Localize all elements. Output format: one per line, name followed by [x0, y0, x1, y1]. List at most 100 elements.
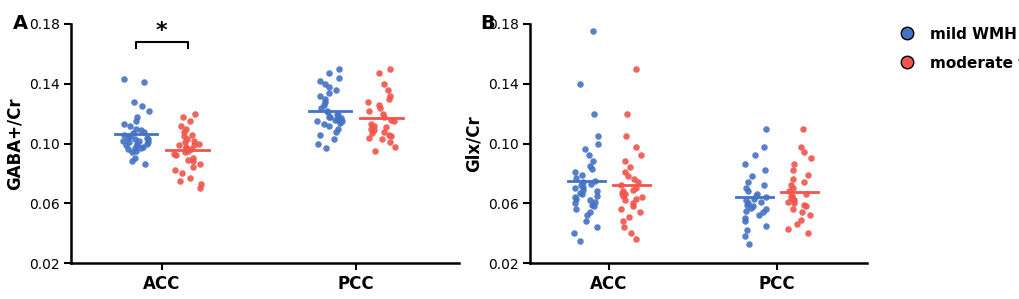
Point: [797, 204, 813, 209]
Point: [566, 186, 582, 191]
Point: [127, 156, 144, 161]
Point: [140, 137, 156, 141]
Point: [739, 228, 755, 233]
Point: [317, 99, 333, 104]
Point: [311, 78, 327, 83]
Point: [127, 126, 144, 131]
Point: [310, 141, 326, 146]
Text: *: *: [156, 21, 167, 41]
Point: [614, 193, 631, 198]
Point: [193, 181, 209, 186]
Point: [374, 137, 390, 141]
Point: [360, 99, 376, 104]
Point: [754, 210, 770, 215]
Point: [628, 66, 644, 71]
Point: [782, 195, 798, 200]
Point: [182, 176, 199, 180]
Point: [167, 168, 183, 173]
Point: [783, 193, 799, 198]
Point: [129, 141, 146, 146]
Point: [139, 135, 155, 140]
Text: B: B: [480, 14, 494, 33]
Point: [376, 81, 392, 86]
Point: [312, 105, 328, 110]
Point: [623, 231, 639, 236]
Point: [739, 201, 755, 206]
Point: [628, 237, 644, 242]
Point: [364, 131, 380, 135]
Point: [367, 149, 383, 153]
Point: [582, 210, 598, 215]
Point: [191, 141, 207, 146]
Point: [586, 179, 602, 183]
Point: [613, 189, 630, 194]
Point: [192, 186, 208, 191]
Point: [589, 225, 605, 230]
Point: [633, 195, 649, 200]
Point: [621, 214, 637, 219]
Point: [796, 150, 812, 155]
Point: [572, 183, 588, 188]
Point: [785, 201, 801, 206]
Y-axis label: Glx/Cr: Glx/Cr: [464, 115, 482, 172]
Point: [786, 198, 802, 203]
Point: [180, 158, 197, 162]
Point: [133, 104, 150, 109]
Point: [802, 156, 818, 161]
Point: [792, 144, 808, 149]
Point: [331, 66, 347, 71]
Point: [119, 147, 136, 152]
Point: [183, 147, 200, 152]
Point: [799, 173, 815, 177]
Point: [568, 196, 584, 201]
Point: [801, 213, 817, 218]
Point: [117, 143, 133, 147]
Point: [573, 173, 589, 177]
Point: [383, 134, 399, 138]
Point: [577, 147, 593, 152]
Point: [380, 96, 396, 101]
Point: [360, 135, 376, 140]
Point: [174, 171, 191, 176]
Point: [371, 102, 387, 107]
Point: [799, 231, 815, 236]
Point: [375, 129, 391, 134]
Point: [366, 123, 382, 128]
Point: [633, 153, 649, 158]
Point: [192, 162, 208, 167]
Point: [784, 177, 800, 182]
Point: [627, 186, 643, 191]
Point: [625, 201, 641, 206]
Point: [740, 180, 756, 185]
Point: [127, 149, 144, 153]
Point: [326, 137, 342, 141]
Point: [329, 116, 345, 120]
Point: [122, 134, 139, 138]
Point: [742, 205, 758, 210]
Point: [309, 119, 325, 123]
Point: [624, 187, 640, 192]
Point: [794, 210, 810, 215]
Point: [750, 213, 766, 218]
Point: [572, 238, 588, 243]
Point: [785, 207, 801, 212]
Point: [748, 192, 764, 197]
Point: [180, 149, 197, 153]
Point: [128, 143, 145, 147]
Point: [321, 123, 337, 128]
Point: [329, 113, 345, 118]
Point: [126, 99, 143, 104]
Point: [757, 126, 773, 131]
Point: [321, 71, 337, 76]
Point: [755, 183, 771, 188]
Point: [627, 196, 643, 201]
Point: [177, 150, 194, 155]
Point: [587, 199, 603, 204]
Point: [382, 117, 398, 122]
Point: [616, 170, 633, 174]
Point: [757, 223, 773, 228]
Point: [168, 153, 184, 158]
Point: [173, 123, 190, 128]
Point: [124, 159, 141, 164]
Point: [141, 108, 157, 113]
